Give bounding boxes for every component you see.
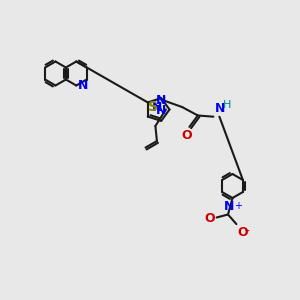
- Text: O: O: [238, 226, 248, 239]
- Text: +: +: [234, 201, 242, 211]
- Text: N: N: [152, 101, 162, 114]
- Text: N: N: [155, 94, 166, 107]
- Text: O: O: [182, 129, 192, 142]
- Text: N: N: [224, 200, 234, 213]
- Text: -: -: [244, 225, 249, 239]
- Text: N: N: [156, 104, 166, 117]
- Text: N: N: [215, 102, 226, 115]
- Text: S: S: [148, 100, 158, 115]
- Text: O: O: [205, 212, 215, 225]
- Text: N: N: [78, 79, 88, 92]
- Text: H: H: [222, 100, 231, 110]
